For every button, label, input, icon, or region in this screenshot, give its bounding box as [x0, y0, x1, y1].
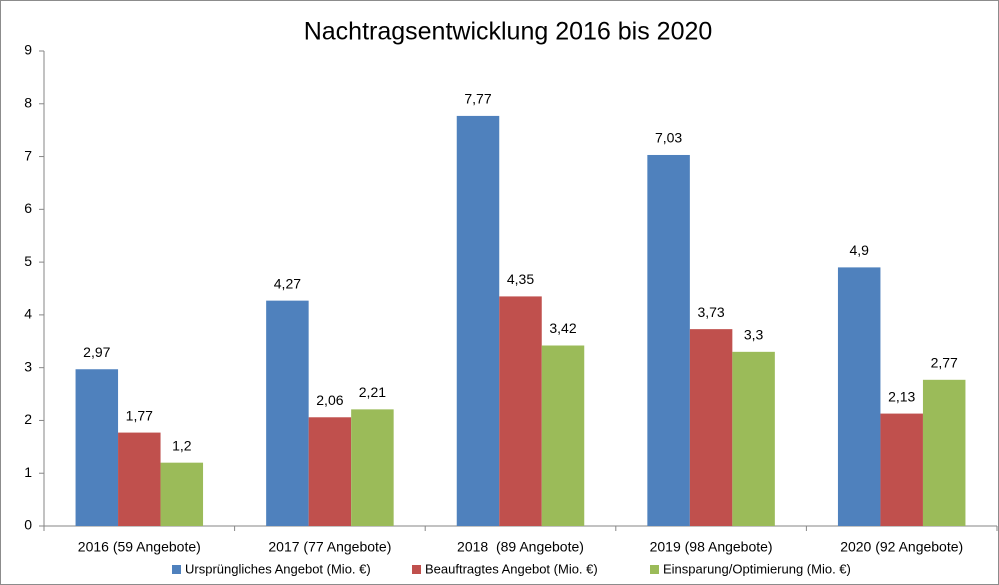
y-tick-label: 6: [24, 200, 32, 216]
data-label: 1,2: [172, 437, 192, 453]
legend-swatch: [172, 565, 181, 574]
y-tick-label: 8: [24, 94, 32, 110]
data-label: 2,06: [316, 392, 343, 408]
data-label: 7,77: [464, 91, 491, 107]
bar: [456, 115, 500, 527]
bar: [732, 351, 775, 526]
data-label: 7,03: [655, 130, 682, 146]
legend-label: Ursprüngliches Angebot (Mio. €): [185, 561, 371, 576]
data-label: 2,21: [359, 384, 386, 400]
bar: [541, 345, 585, 526]
data-label: 3,73: [697, 304, 724, 320]
data-label: 2,13: [888, 388, 915, 404]
legend-label: Beauftragtes Angebot (Mio. €): [425, 561, 598, 576]
bar: [160, 462, 204, 526]
x-tick-label: 2019 (98 Angebote): [650, 539, 773, 555]
data-label: 4,27: [274, 275, 301, 291]
y-tick-label: 5: [24, 253, 32, 269]
y-tick-label: 1: [24, 464, 32, 480]
bar: [266, 300, 309, 526]
bar: [837, 267, 881, 526]
bar: [118, 432, 161, 526]
x-tick-label: 2016 (59 Angebote): [78, 539, 201, 555]
data-label: 2,77: [931, 355, 958, 371]
data-label: 4,9: [849, 242, 869, 258]
chart-title: Nachtragsentwicklung 2016 bis 2020: [304, 18, 713, 46]
y-tick-label: 4: [24, 306, 32, 322]
data-label: 1,77: [126, 407, 153, 423]
y-tick-label: 2: [24, 411, 32, 427]
bar: [922, 379, 966, 526]
y-tick-label: 3: [24, 358, 32, 374]
bar: [689, 329, 733, 526]
legend-swatch: [412, 565, 421, 574]
bar: [351, 409, 394, 526]
data-label: 4,35: [507, 271, 534, 287]
x-tick-label: 2017 (77 Angebote): [268, 539, 391, 555]
bar: [308, 417, 352, 526]
legend-label: Einsparung/Optimierung (Mio. €): [663, 561, 851, 576]
data-label: 3,42: [549, 320, 576, 336]
data-label: 3,3: [744, 327, 764, 343]
data-label: 2,97: [83, 344, 110, 360]
y-tick-label: 7: [24, 147, 32, 163]
legend-swatch: [650, 565, 659, 574]
bar: [880, 413, 923, 526]
x-tick-label: 2018 (89 Angebote): [457, 539, 584, 555]
bar: [647, 154, 690, 526]
x-tick-label: 2020 (92 Angebote): [840, 539, 963, 555]
y-tick-label: 0: [24, 517, 32, 533]
bar: [75, 369, 119, 526]
bar: [499, 296, 542, 526]
y-tick-label: 9: [24, 42, 32, 58]
